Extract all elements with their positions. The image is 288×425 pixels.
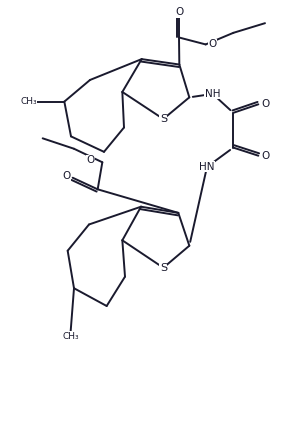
Text: CH₃: CH₃ [20,97,37,106]
Text: O: O [62,171,71,181]
Text: HN: HN [199,162,215,172]
Text: O: O [175,7,183,17]
Text: S: S [160,114,167,124]
Text: O: O [261,151,269,161]
Text: CH₃: CH₃ [62,332,79,340]
Text: NH: NH [205,89,220,99]
Text: S: S [160,263,167,273]
Text: O: O [208,40,217,49]
Text: O: O [86,156,95,165]
Text: O: O [261,99,269,109]
